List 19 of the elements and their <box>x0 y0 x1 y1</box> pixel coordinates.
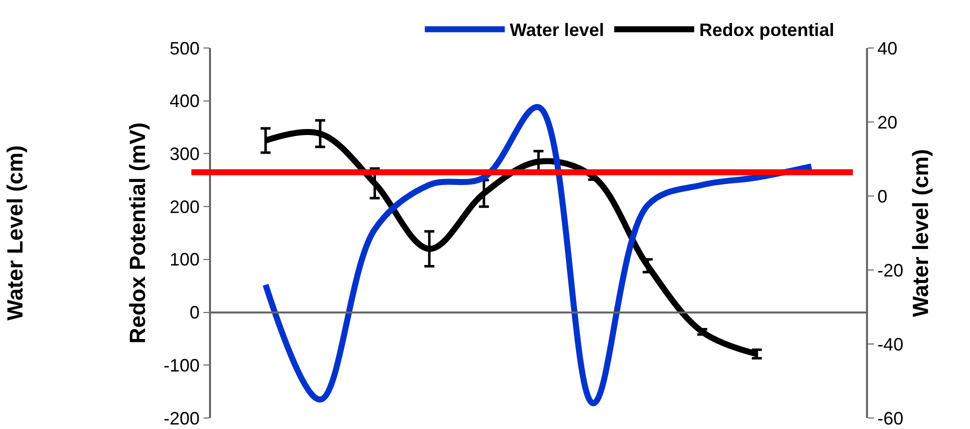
y2-tick-label: 0 <box>877 186 888 206</box>
y-tick-label: -100 <box>164 355 200 376</box>
y2-tick-label: -40 <box>877 334 904 354</box>
y-tick-label: 0 <box>190 302 200 323</box>
y-tick-label: 300 <box>170 144 200 164</box>
y-tick-label: -200 <box>164 408 200 428</box>
legend-label: Water level <box>510 20 604 40</box>
text: Water Level (cm) <box>2 145 28 320</box>
y2-tick-label: -60 <box>877 408 904 428</box>
y2-tick-label: 40 <box>877 38 898 58</box>
y2-tick-label: 20 <box>877 112 898 132</box>
legend-label: Redox potential <box>699 20 834 40</box>
y2-tick-label: -20 <box>877 260 904 280</box>
y-axis-title: Redox Potential (mV) <box>124 122 150 344</box>
y-tick-label: 400 <box>170 91 200 112</box>
y-tick-label: 100 <box>170 250 200 270</box>
y2-axis-title: Water level (cm) <box>908 149 933 317</box>
y-tick-label: 200 <box>170 196 200 217</box>
y-tick-label: 500 <box>170 38 200 58</box>
